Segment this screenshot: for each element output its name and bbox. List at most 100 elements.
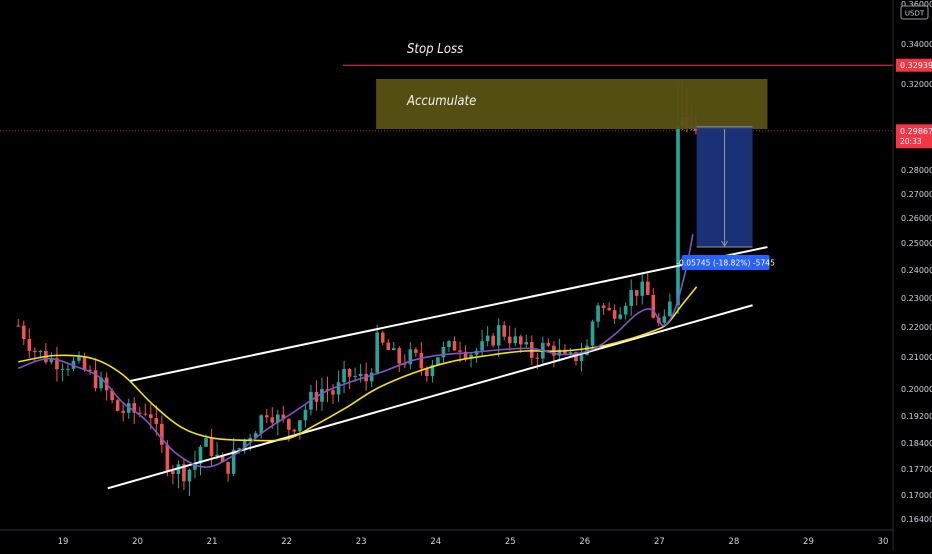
current-price-label: 0.29867 — [900, 127, 932, 136]
candle — [198, 444, 203, 476]
candle — [557, 338, 562, 362]
candle-body — [485, 335, 490, 342]
candle-body — [375, 332, 379, 373]
candle — [298, 419, 302, 440]
candle-body — [596, 305, 600, 322]
candle-body — [115, 400, 120, 411]
candle-body — [198, 446, 203, 464]
candle-body — [518, 336, 523, 345]
ema-fast-line[interactable] — [18, 234, 694, 468]
candle-body — [320, 389, 324, 402]
candle-body — [264, 415, 269, 418]
candle — [121, 401, 125, 422]
time-tick-label: 20 — [132, 537, 143, 547]
candle-body — [276, 414, 280, 423]
candle — [353, 367, 357, 382]
accumulate-zone[interactable] — [376, 79, 768, 130]
candle-body — [165, 444, 170, 471]
candle-body — [530, 342, 534, 358]
candle-body — [386, 342, 391, 351]
candle-body — [496, 325, 501, 346]
stop-loss-label: Stop Loss — [407, 42, 463, 57]
candle-body — [110, 390, 114, 401]
candle — [226, 461, 230, 482]
candle-body — [458, 350, 462, 352]
candle — [143, 403, 148, 417]
candle — [441, 341, 446, 365]
candle — [668, 293, 672, 317]
price-tick-label: 0.26000 — [901, 214, 932, 223]
candle — [264, 408, 269, 423]
price-tick-label: 0.27000 — [901, 190, 932, 199]
candle-body — [634, 290, 639, 296]
candle-body — [403, 363, 407, 365]
candle-body — [187, 469, 192, 482]
channel-lower-line[interactable] — [107, 304, 753, 490]
candle-body — [662, 316, 667, 323]
candle — [662, 309, 667, 325]
candle-body — [676, 125, 680, 306]
ema-slow-line[interactable] — [18, 286, 698, 442]
candle — [403, 354, 407, 369]
candle — [60, 363, 65, 382]
candle-body — [270, 417, 275, 423]
price-tick-label: 0.19200 — [901, 412, 932, 421]
candle-body — [546, 342, 551, 346]
candle-body — [629, 290, 634, 306]
candle — [596, 302, 600, 328]
price-tick-label: 0.34000 — [901, 40, 932, 49]
price-tick-label: 0.28000 — [901, 166, 932, 175]
candle — [209, 428, 214, 467]
candle-body — [49, 358, 54, 363]
bar-countdown-label: 20:33 — [900, 137, 922, 146]
measure-label: -0.05745 (-18.82%) -5745 — [676, 259, 775, 268]
candle — [82, 352, 87, 372]
price-tick-label: 0.23000 — [901, 294, 932, 303]
candle — [496, 318, 501, 358]
candle-body — [325, 389, 330, 391]
channel-upper-line[interactable] — [129, 246, 768, 382]
candle-body — [436, 357, 440, 365]
candle — [165, 440, 170, 477]
candle-body — [369, 372, 374, 382]
time-tick-label: 30 — [878, 537, 889, 547]
candle-body — [507, 336, 512, 344]
current-price-tag — [896, 124, 932, 149]
candle — [27, 328, 32, 358]
candle — [115, 398, 120, 412]
candle-body — [513, 336, 518, 344]
candle-body — [226, 462, 230, 474]
candle-body — [21, 325, 26, 339]
candle-body — [430, 364, 435, 377]
candle — [651, 288, 656, 319]
candle — [579, 343, 584, 372]
candle-body — [380, 332, 385, 343]
candle-body — [171, 470, 175, 475]
candle-body — [585, 345, 589, 355]
currency-badge[interactable] — [900, 5, 929, 20]
accumulate-label: Accumulate — [406, 94, 476, 109]
candle — [380, 330, 385, 346]
candle — [546, 338, 551, 347]
candle-body — [425, 368, 429, 377]
candle-body — [215, 454, 219, 457]
arrow-down-icon — [721, 240, 729, 248]
candle-body — [502, 325, 506, 337]
candle-body — [303, 409, 308, 421]
candle — [303, 404, 308, 428]
candle-body — [414, 349, 418, 353]
measure-label-box[interactable] — [681, 255, 770, 271]
candle-body — [193, 463, 197, 470]
candle-body — [154, 418, 159, 424]
candle — [645, 271, 650, 296]
stop-loss-price-label: 0.32939 — [900, 61, 932, 70]
candle-body — [651, 294, 656, 318]
candle-body — [82, 356, 87, 370]
candle — [414, 347, 418, 358]
candle — [386, 338, 391, 351]
candle-body — [469, 354, 473, 359]
candle — [99, 371, 103, 392]
candle — [485, 326, 490, 347]
